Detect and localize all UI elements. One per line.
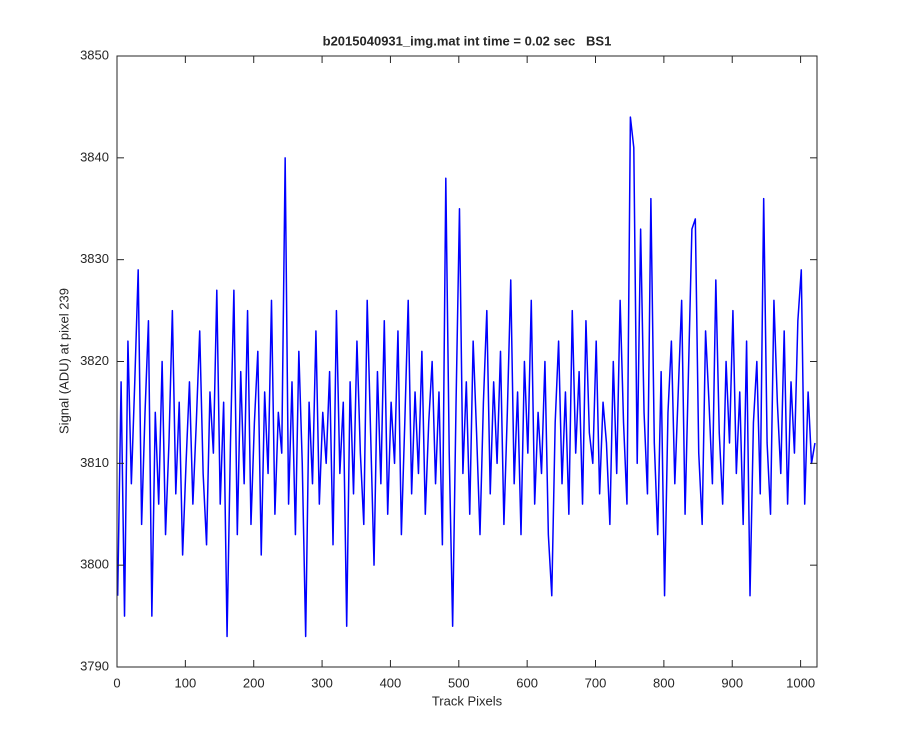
y-tick-label: 3820: [80, 353, 109, 368]
x-tick-label: 900: [721, 675, 743, 690]
x-tick-label: 600: [516, 675, 538, 690]
x-tick-label: 400: [380, 675, 402, 690]
y-axis-label: Signal (ADU) at pixel 239: [56, 288, 71, 434]
x-tick-label: 200: [243, 675, 265, 690]
x-axis-label: Track Pixels: [432, 693, 503, 708]
plot-area: [117, 56, 817, 667]
x-tick-label: 800: [653, 675, 675, 690]
x-tick-label: 500: [448, 675, 470, 690]
x-tick-label: 700: [585, 675, 607, 690]
x-tick-label: 100: [175, 675, 197, 690]
x-tick-label: 0: [113, 675, 120, 690]
y-tick-label: 3810: [80, 455, 109, 470]
y-tick-label: 3800: [80, 557, 109, 572]
y-tick-label: 3790: [80, 658, 109, 673]
data-line: [116, 116, 816, 638]
y-tick-label: 3840: [80, 149, 109, 164]
x-tick-label: 1000: [786, 675, 815, 690]
y-tick-label: 3850: [80, 47, 109, 62]
y-tick-label: 3830: [80, 251, 109, 266]
x-tick-label: 300: [311, 675, 333, 690]
chart-title: b2015040931_img.mat int time = 0.02 sec …: [323, 33, 612, 48]
